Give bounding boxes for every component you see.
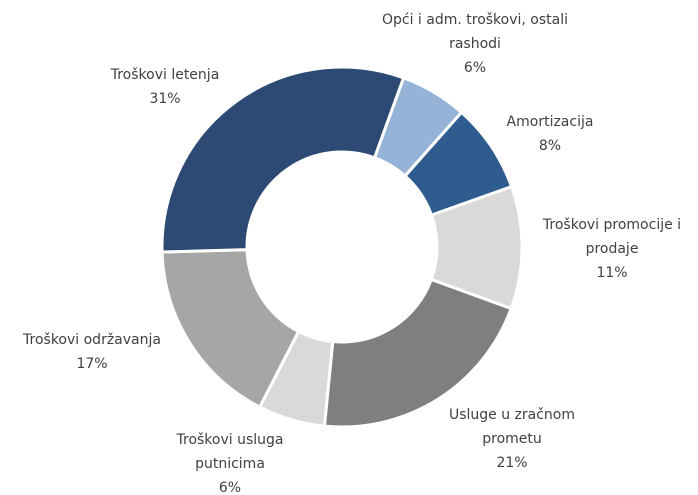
category-name: Troškovi letenja bbox=[110, 67, 220, 83]
donut-slice bbox=[160, 65, 406, 254]
slice-label: Troškovi letenja 31% bbox=[85, 63, 245, 111]
slice-label: Troškovi usluga putnicima 6% bbox=[160, 428, 300, 495]
value-label: 6% bbox=[463, 60, 487, 76]
value-label: 6% bbox=[218, 480, 242, 495]
category-name: Usluge u zračnom prometu bbox=[448, 407, 576, 447]
category-name: Amortizacija bbox=[506, 114, 594, 130]
category-name: Troškovi usluga putnicima bbox=[176, 432, 284, 472]
category-name: Troškovi promocije i prodaje bbox=[542, 217, 682, 257]
slice-label: Usluge u zračnom prometu 21% bbox=[437, 403, 587, 475]
value-label: 17% bbox=[76, 356, 108, 372]
value-label: 8% bbox=[538, 138, 562, 154]
donut-slice bbox=[322, 277, 514, 429]
slice-label: Amortizacija 8% bbox=[480, 110, 620, 158]
donut-slice bbox=[160, 248, 301, 410]
category-name: Opći i adm. troškovi, ostali rashodi bbox=[381, 12, 569, 52]
slice-label: Troškovi promocije i prodaje 11% bbox=[522, 213, 698, 285]
slice-label: Opći i adm. troškovi, ostali rashodi 6% bbox=[375, 8, 575, 80]
slice-label: Troškovi održavanja 17% bbox=[2, 328, 182, 376]
category-name: Troškovi održavanja bbox=[23, 332, 161, 348]
value-label: 21% bbox=[496, 455, 528, 471]
value-label: 31% bbox=[149, 91, 181, 107]
value-label: 11% bbox=[596, 265, 628, 281]
